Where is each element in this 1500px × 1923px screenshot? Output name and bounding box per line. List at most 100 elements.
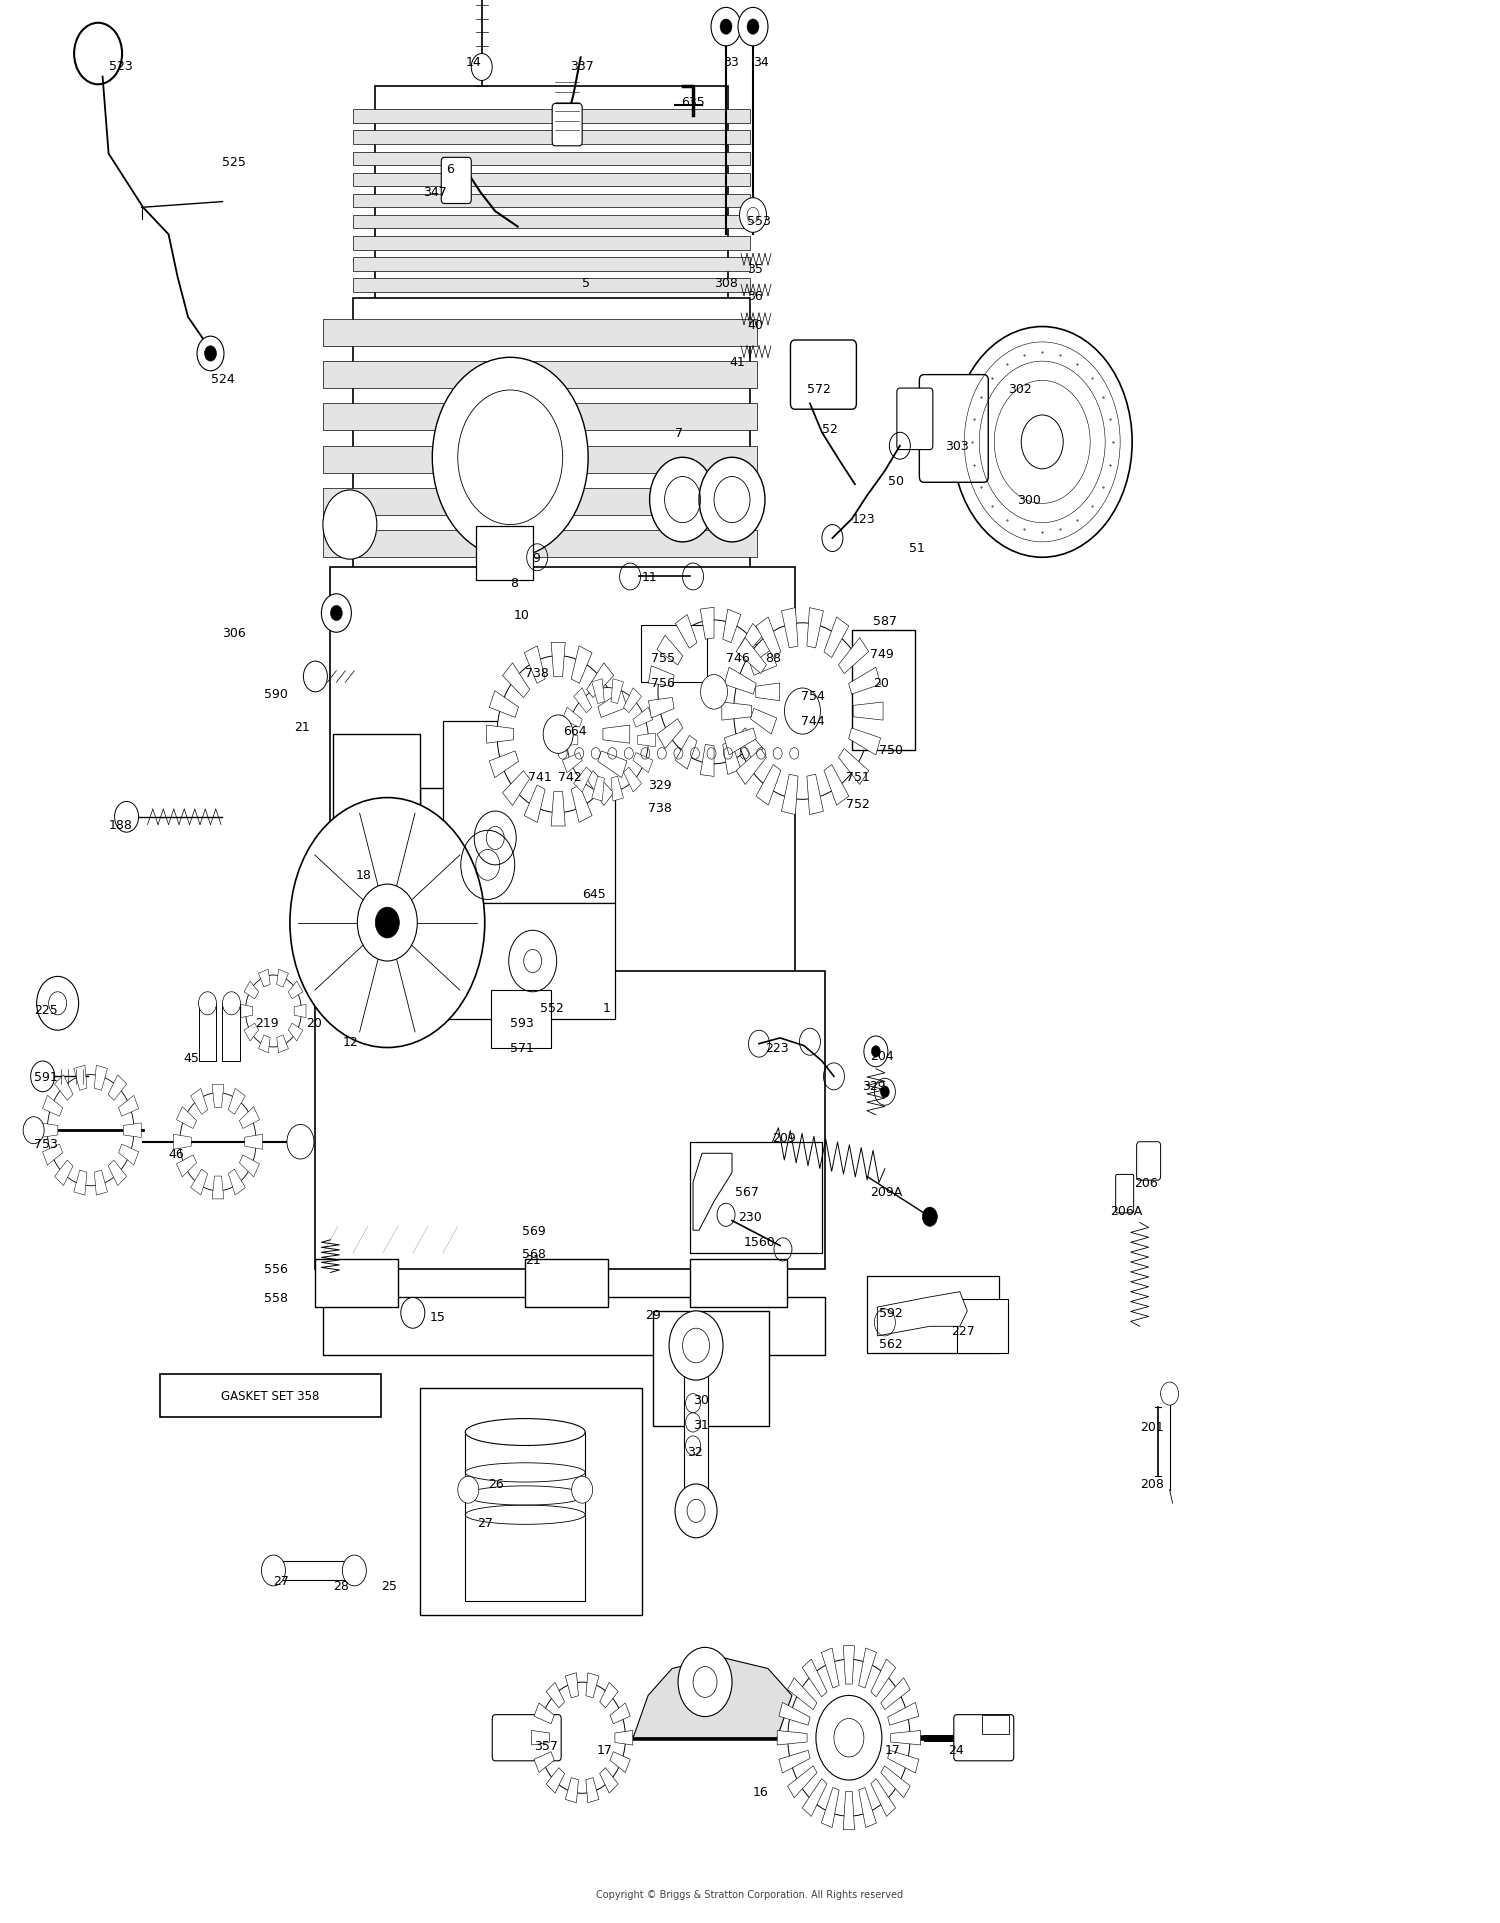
Polygon shape — [531, 1731, 549, 1746]
Text: 592: 592 — [879, 1306, 903, 1319]
Circle shape — [180, 1092, 256, 1190]
Polygon shape — [880, 1679, 910, 1710]
Text: 587: 587 — [873, 615, 897, 629]
Bar — [375, 87, 728, 308]
Polygon shape — [756, 685, 780, 702]
Polygon shape — [74, 1171, 87, 1196]
Bar — [322, 1298, 825, 1356]
Polygon shape — [738, 625, 764, 656]
Bar — [333, 735, 420, 869]
FancyBboxPatch shape — [954, 1715, 1014, 1761]
Text: 753: 753 — [33, 1138, 57, 1150]
Polygon shape — [807, 608, 824, 648]
Circle shape — [675, 1485, 717, 1538]
Polygon shape — [244, 1135, 262, 1150]
Polygon shape — [294, 1006, 306, 1017]
Text: 206A: 206A — [1110, 1206, 1142, 1217]
Polygon shape — [242, 1006, 252, 1017]
Polygon shape — [211, 1085, 223, 1108]
Text: 567: 567 — [735, 1186, 759, 1198]
Circle shape — [699, 458, 765, 542]
Text: 329: 329 — [862, 1081, 886, 1092]
Circle shape — [740, 198, 766, 233]
Polygon shape — [724, 667, 756, 694]
Polygon shape — [566, 1777, 579, 1802]
Polygon shape — [788, 1679, 818, 1710]
Circle shape — [458, 1477, 478, 1504]
Text: GASKET SET 358: GASKET SET 358 — [222, 1388, 320, 1402]
Text: 9: 9 — [532, 552, 540, 565]
Bar — [352, 110, 750, 123]
Circle shape — [261, 1556, 285, 1586]
Polygon shape — [211, 1177, 223, 1200]
Text: 558: 558 — [264, 1290, 288, 1304]
Circle shape — [538, 1683, 626, 1794]
Polygon shape — [736, 638, 766, 675]
Polygon shape — [648, 698, 674, 719]
Polygon shape — [610, 777, 624, 802]
Polygon shape — [118, 1144, 138, 1165]
Polygon shape — [736, 750, 766, 785]
Circle shape — [322, 490, 376, 560]
FancyBboxPatch shape — [552, 104, 582, 146]
Polygon shape — [586, 663, 613, 698]
Polygon shape — [586, 1777, 598, 1802]
Bar — [352, 279, 750, 292]
Text: 204: 204 — [870, 1050, 894, 1061]
Text: 562: 562 — [879, 1336, 903, 1350]
Polygon shape — [603, 725, 630, 744]
Text: 752: 752 — [846, 798, 870, 810]
Ellipse shape — [465, 1419, 585, 1446]
Polygon shape — [843, 1646, 855, 1685]
Bar — [315, 971, 825, 1269]
Polygon shape — [572, 787, 592, 823]
Text: 34: 34 — [753, 56, 768, 69]
Circle shape — [871, 1046, 880, 1058]
Bar — [420, 1388, 642, 1615]
Polygon shape — [94, 1065, 108, 1090]
Polygon shape — [610, 679, 624, 704]
Circle shape — [738, 8, 768, 46]
Polygon shape — [560, 735, 578, 748]
Polygon shape — [615, 1731, 633, 1746]
Bar — [442, 904, 615, 1019]
Text: 50: 50 — [888, 475, 904, 488]
Polygon shape — [778, 1702, 810, 1725]
Text: 15: 15 — [429, 1310, 445, 1323]
Polygon shape — [822, 1788, 839, 1827]
Circle shape — [432, 358, 588, 558]
Text: 206: 206 — [1134, 1177, 1158, 1188]
Polygon shape — [550, 792, 566, 827]
Circle shape — [734, 623, 872, 800]
Polygon shape — [802, 1660, 826, 1696]
Polygon shape — [240, 1108, 260, 1129]
Bar — [465, 1433, 585, 1602]
Polygon shape — [888, 1750, 920, 1773]
Text: 225: 225 — [33, 1004, 57, 1015]
Polygon shape — [750, 650, 777, 675]
Text: 7: 7 — [675, 427, 682, 440]
Circle shape — [196, 337, 223, 371]
FancyBboxPatch shape — [492, 1715, 561, 1761]
Polygon shape — [562, 708, 582, 727]
Text: 17: 17 — [597, 1742, 613, 1756]
Polygon shape — [824, 765, 849, 806]
Circle shape — [720, 19, 732, 35]
Circle shape — [678, 1648, 732, 1717]
Polygon shape — [633, 1658, 792, 1738]
Polygon shape — [891, 1731, 921, 1744]
Polygon shape — [94, 1171, 108, 1196]
Polygon shape — [693, 1154, 732, 1231]
Circle shape — [864, 1036, 888, 1067]
Polygon shape — [228, 1088, 246, 1115]
Bar — [352, 131, 750, 144]
Bar — [652, 1311, 770, 1427]
Circle shape — [204, 346, 216, 362]
Text: 41: 41 — [729, 356, 746, 369]
Circle shape — [784, 688, 820, 735]
Bar — [352, 298, 750, 577]
Text: 11: 11 — [642, 571, 658, 585]
FancyBboxPatch shape — [790, 340, 856, 410]
Text: 593: 593 — [510, 1017, 534, 1029]
Polygon shape — [638, 735, 656, 748]
